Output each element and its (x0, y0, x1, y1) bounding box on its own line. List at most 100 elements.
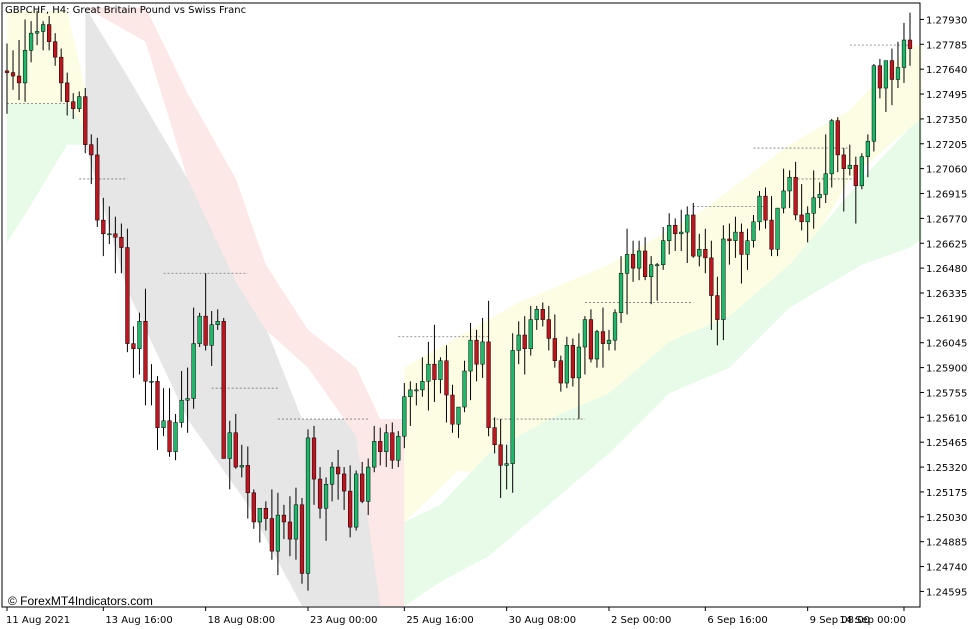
candle-body (287, 521, 293, 540)
candle-136 (823, 134, 828, 203)
candle-55 (335, 449, 341, 500)
candle-body (305, 437, 311, 574)
candle-74 (450, 384, 455, 433)
chart-title: GBPCHF, H4: Great Britain Pound vs Swiss… (5, 5, 246, 16)
candle-body (348, 490, 353, 528)
candle-58 (354, 470, 359, 531)
candle-body (299, 504, 305, 574)
candle-body (582, 319, 588, 348)
candle-143 (865, 134, 870, 178)
candle-147 (889, 48, 895, 106)
candle-body (311, 437, 317, 480)
candle-body (883, 60, 889, 89)
candle-body (865, 140, 870, 157)
candle-body (59, 56, 64, 84)
candle-101 (612, 309, 618, 351)
y-tick-label: 1.25755 (926, 388, 967, 399)
y-tick-label: 1.27205 (926, 140, 967, 151)
candle-142 (859, 153, 864, 190)
candle-120 (727, 223, 732, 265)
candle-body (618, 273, 624, 313)
candle-12 (77, 91, 82, 113)
candle-36 (221, 317, 226, 459)
candle-150 (907, 12, 913, 66)
candle-body (600, 331, 606, 344)
candle-body (408, 389, 413, 398)
candle-29 (179, 371, 184, 428)
candle-body (119, 237, 124, 248)
candle-body (378, 441, 383, 452)
candle-27 (167, 388, 172, 457)
candle-45 (275, 492, 281, 576)
candle-70 (426, 341, 431, 411)
candle-body (71, 101, 76, 109)
candle-61 (372, 425, 377, 473)
candle-body (245, 465, 250, 494)
candle-body (871, 65, 876, 142)
candle-148 (895, 41, 901, 89)
candle-body (456, 406, 461, 425)
candle-124 (751, 214, 756, 248)
candle-30 (185, 367, 190, 433)
candle-body (269, 518, 274, 552)
candle-111 (673, 218, 678, 251)
time-axis[interactable]: 11 Aug 2021 13 Aug 16:00 18 Aug 08:00 23 Au… (6, 607, 906, 626)
candle-127 (769, 196, 774, 257)
candle-body (558, 360, 563, 384)
watermark: © ForexMT4Indicators.com (8, 594, 153, 608)
candle-body (847, 164, 852, 169)
candle-body (570, 345, 575, 379)
candle-body (492, 427, 497, 446)
candle-body (101, 219, 106, 235)
candle-body (510, 350, 515, 464)
candle-99 (600, 307, 606, 368)
candle-body (77, 96, 82, 109)
x-tick-label: 25 Aug 16:00 (406, 615, 473, 626)
candle-66 (402, 383, 407, 449)
candle-body (901, 39, 907, 68)
y-tick-label: 1.24740 (926, 563, 967, 574)
candle-34 (209, 311, 214, 366)
candle-body (167, 420, 172, 452)
candle-body (534, 309, 539, 320)
candle-18 (113, 216, 118, 274)
candle-1 (10, 50, 16, 90)
candle-body (89, 144, 94, 156)
candle-body (895, 67, 901, 80)
candle-85 (516, 321, 521, 365)
candle-body (251, 492, 256, 523)
candle-119 (721, 225, 726, 341)
candle-body (426, 363, 431, 382)
x-tick-label: 30 Aug 08:00 (509, 615, 576, 626)
candle-95 (576, 333, 582, 420)
candle-body (161, 420, 166, 428)
candle-body (733, 231, 738, 241)
candle-149 (901, 22, 907, 83)
candle-19 (119, 223, 124, 274)
candle-body (215, 321, 220, 325)
candle-body (414, 389, 419, 392)
candle-body (462, 370, 467, 408)
candle-107 (649, 256, 654, 305)
candle-116 (703, 228, 708, 274)
candle-body (697, 249, 702, 257)
candle-80 (486, 300, 491, 437)
candle-body (65, 82, 70, 103)
candle-body (643, 250, 648, 277)
y-tick-label: 1.27350 (926, 115, 967, 126)
price-axis[interactable]: 1.27930 1.27785 1.27640 1.27495 1.27350 1.272… (920, 15, 967, 598)
y-tick-label: 1.26045 (926, 339, 967, 350)
x-tick-label: 2 Sep 00:00 (611, 615, 671, 626)
candle-88 (534, 305, 539, 330)
x-tick-label: 6 Sep 16:00 (707, 615, 767, 626)
candle-body (396, 435, 401, 461)
candle-144 (871, 64, 876, 152)
candle-17 (107, 206, 112, 245)
candle-body (450, 394, 455, 425)
candle-body (420, 381, 425, 391)
candle-body (149, 381, 154, 383)
candle-body (432, 363, 437, 380)
candle-body (624, 254, 630, 274)
candle-7 (47, 16, 52, 51)
